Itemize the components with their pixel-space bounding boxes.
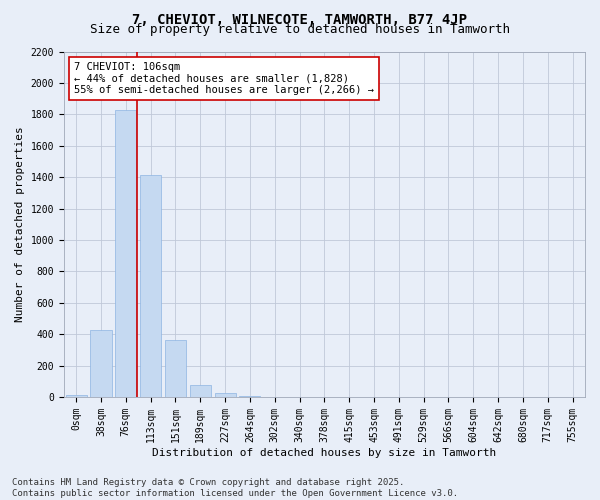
Bar [115,110,136,397]
Bar [165,340,186,397]
Bar [190,385,211,397]
Bar [215,393,236,397]
Text: Contains HM Land Registry data © Crown copyright and database right 2025.
Contai: Contains HM Land Registry data © Crown c… [12,478,458,498]
Bar [91,330,112,397]
Text: Size of property relative to detached houses in Tamworth: Size of property relative to detached ho… [90,22,510,36]
Text: 7, CHEVIOT, WILNECOTE, TAMWORTH, B77 4JP: 7, CHEVIOT, WILNECOTE, TAMWORTH, B77 4JP [133,12,467,26]
Bar [239,396,260,397]
Bar [140,175,161,397]
Y-axis label: Number of detached properties: Number of detached properties [15,126,25,322]
Text: 7 CHEVIOT: 106sqm
← 44% of detached houses are smaller (1,828)
55% of semi-detac: 7 CHEVIOT: 106sqm ← 44% of detached hous… [74,62,374,95]
X-axis label: Distribution of detached houses by size in Tamworth: Distribution of detached houses by size … [152,448,497,458]
Bar [65,396,87,397]
